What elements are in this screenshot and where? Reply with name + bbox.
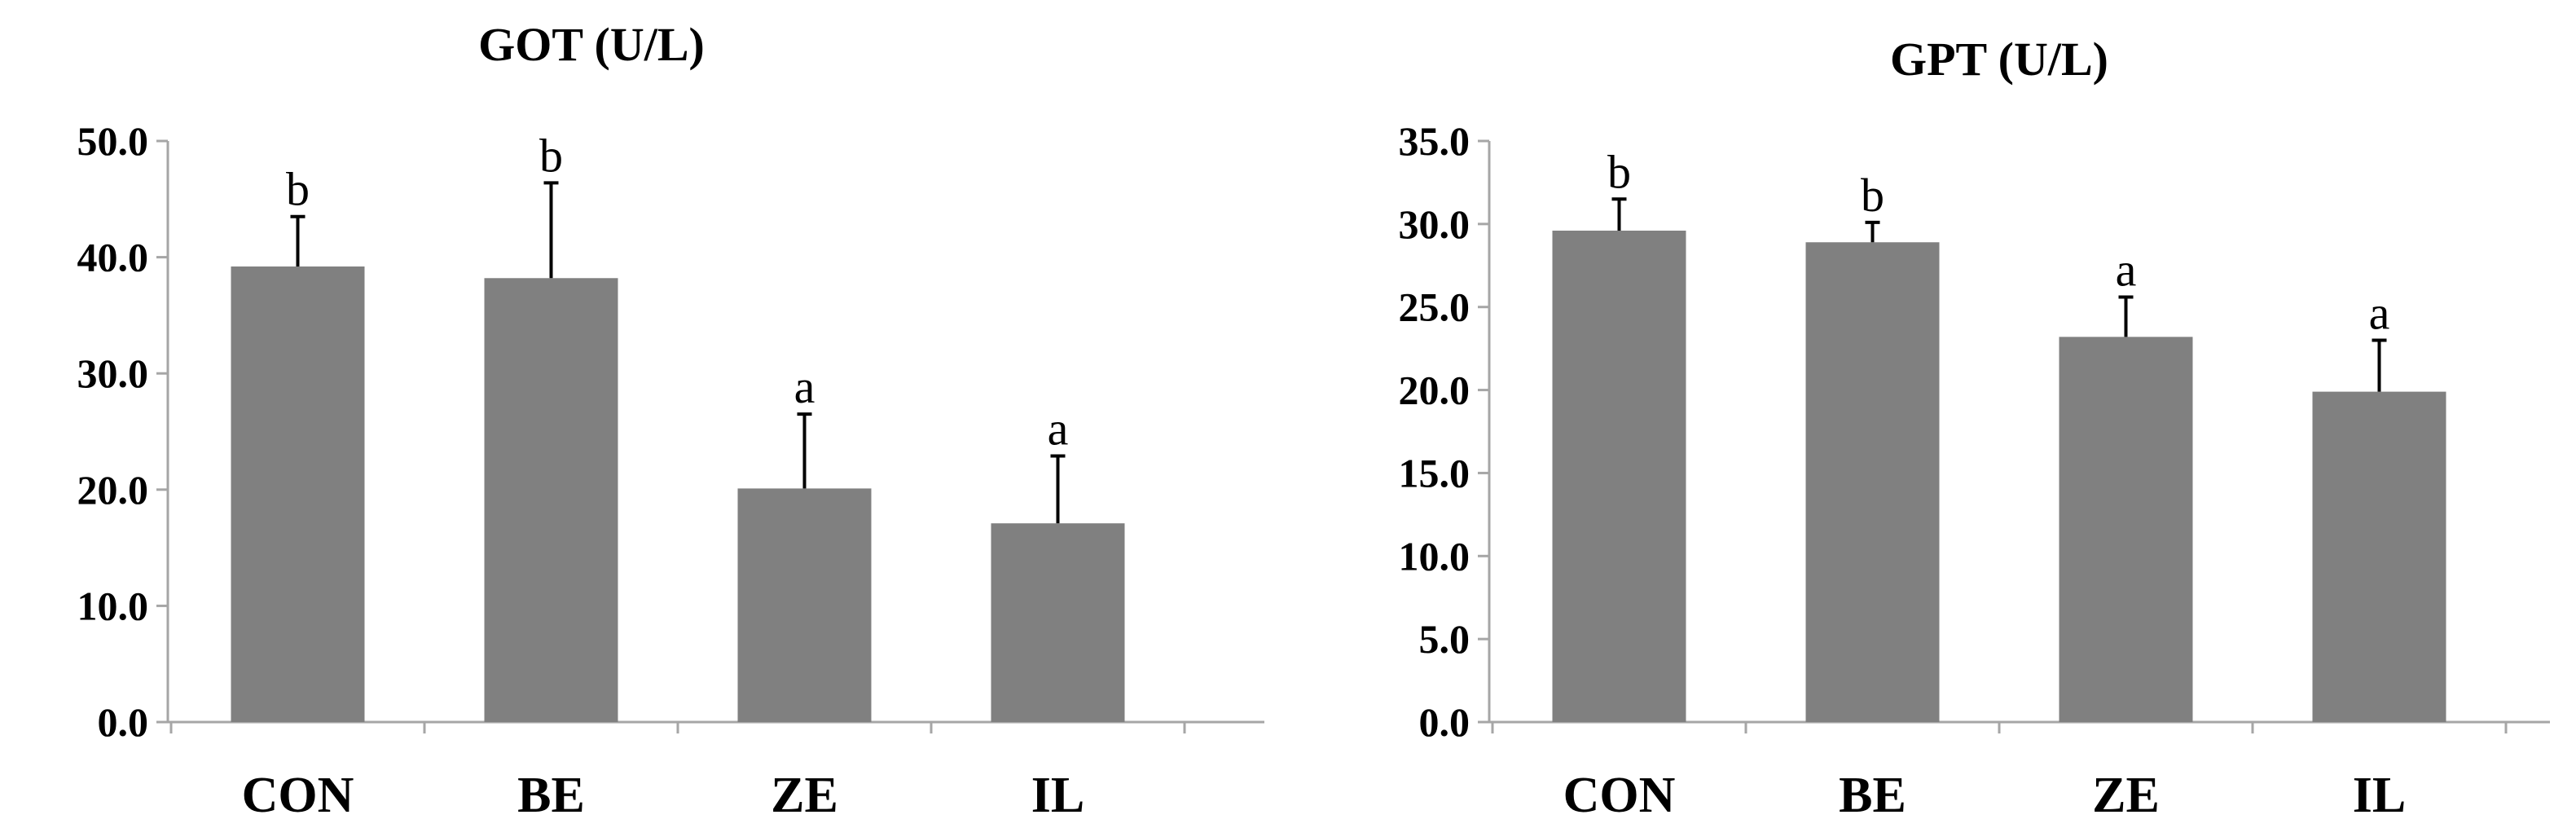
chart-title: GOT (U/L) xyxy=(478,18,705,71)
y-tick-label: 25.0 xyxy=(1399,284,1470,330)
bar-il xyxy=(2312,391,2446,722)
category-label-il: IL xyxy=(1031,768,1084,823)
significance-label: a xyxy=(2369,286,2390,339)
category-label-ze: ZE xyxy=(2092,768,2160,823)
y-tick-label: 20.0 xyxy=(77,467,149,513)
y-tick-label: 10.0 xyxy=(77,583,149,628)
bar-con xyxy=(1552,231,1686,722)
y-tick-label: 20.0 xyxy=(1399,368,1470,413)
chart-title: GPT (U/L) xyxy=(1890,33,2108,86)
chart-got: GOT (U/L) 0.0 10.0 20.0 30.0 40.0 50.0 b CON b BE a… xyxy=(77,18,1264,823)
y-tick-label: 0.0 xyxy=(98,699,149,745)
y-tick-label: 30.0 xyxy=(1399,201,1470,247)
y-tick-label: 0.0 xyxy=(1419,699,1470,745)
y-tick-label: 30.0 xyxy=(77,350,149,396)
y-tick-label: 15.0 xyxy=(1399,450,1470,495)
significance-label: b xyxy=(1861,169,1884,222)
category-label-con: CON xyxy=(242,768,354,823)
category-label-be: BE xyxy=(1839,768,1906,823)
y-tick-label: 5.0 xyxy=(1419,616,1470,662)
category-label-il: IL xyxy=(2353,768,2406,823)
significance-label: a xyxy=(794,360,815,413)
bar-con xyxy=(231,266,365,722)
bar-ze xyxy=(737,488,872,722)
bar-be xyxy=(1805,242,1940,722)
y-tick-label: 10.0 xyxy=(1399,533,1470,579)
category-label-be: BE xyxy=(517,768,585,823)
chart-gpt: GPT (U/L) 0.0 5.0 10.0 15.0 20.0 25.0 30.0 35.0 b… xyxy=(1399,33,2550,823)
y-tick-label: 40.0 xyxy=(77,235,149,280)
significance-label: b xyxy=(539,129,563,182)
y-tick-label: 35.0 xyxy=(1399,118,1470,164)
significance-label: a xyxy=(2116,243,2137,296)
significance-label: a xyxy=(1048,402,1069,455)
bar-il xyxy=(991,523,1125,722)
category-label-con: CON xyxy=(1563,768,1676,823)
bar-be xyxy=(484,278,618,722)
y-tick-label: 50.0 xyxy=(77,118,149,164)
significance-label: b xyxy=(286,163,310,216)
category-label-ze: ZE xyxy=(771,768,838,823)
significance-label: b xyxy=(1607,145,1631,198)
bar-ze xyxy=(2059,337,2193,722)
